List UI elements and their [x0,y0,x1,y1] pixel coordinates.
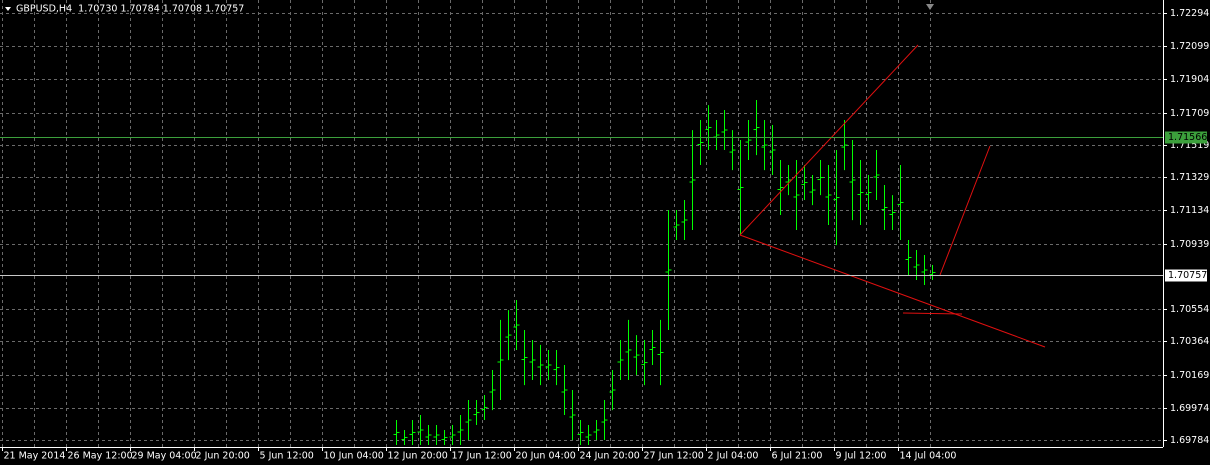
level-label: 1.71566 [1168,132,1207,143]
x-tick-label: 6 Jul 21:00 [772,451,823,462]
trendlines [739,44,1046,348]
x-tick-label: 26 May 12:00 [68,451,133,462]
x-tick-label: 12 Jun 20:00 [388,451,448,462]
title-arrow [5,7,11,11]
x-tick-label: 14 Jul 04:00 [900,451,957,462]
x-tick-label: 9 Jul 12:00 [836,451,887,462]
chart-title: GBPUSD,H4 1.70730 1.70784 1.70708 1.7075… [16,4,244,15]
trendline [939,145,991,276]
price-bars [393,99,936,445]
y-tick-label: 1.72099 [1170,41,1209,52]
x-tick-label: 10 Jun 04:00 [324,451,384,462]
y-tick-label: 1.72294 [1170,8,1209,19]
level-label-box [1165,131,1207,144]
shift-marker [926,4,934,10]
grid [0,0,1163,447]
x-tick-label: 29 May 04:00 [132,451,197,462]
level-label: 1.70757 [1168,270,1207,281]
x-tick-label: 2 Jul 04:00 [708,451,759,462]
trendline [902,312,963,315]
x-tick-label: 5 Jun 12:00 [260,451,314,462]
y-tick-label: 1.70364 [1170,336,1209,347]
trendline [739,44,919,236]
y-tick-label: 1.70939 [1170,239,1209,250]
y-tick-label: 1.71134 [1170,205,1209,216]
y-tick-label: 1.71904 [1170,74,1209,85]
y-tick-label: 1.71519 [1170,140,1209,151]
y-tick-label: 1.69974 [1170,403,1209,414]
y-tick-label: 1.69784 [1170,435,1209,446]
x-tick-label: 21 May 2014 [4,451,66,462]
x-tick-label: 24 Jun 20:00 [580,451,640,462]
level-label-box [1165,269,1207,282]
x-tick-label: 17 Jun 12:00 [452,451,512,462]
y-tick-label: 1.70554 [1170,304,1209,315]
y-tick-label: 1.70169 [1170,370,1209,381]
x-tick-label: 27 Jun 12:00 [644,451,704,462]
x-tick-label: 20 Jun 04:00 [516,451,576,462]
y-tick-label: 1.71329 [1170,172,1209,183]
x-tick-label: 2 Jun 20:00 [196,451,250,462]
y-tick-label: 1.71709 [1170,108,1209,119]
trendline [739,234,1046,348]
